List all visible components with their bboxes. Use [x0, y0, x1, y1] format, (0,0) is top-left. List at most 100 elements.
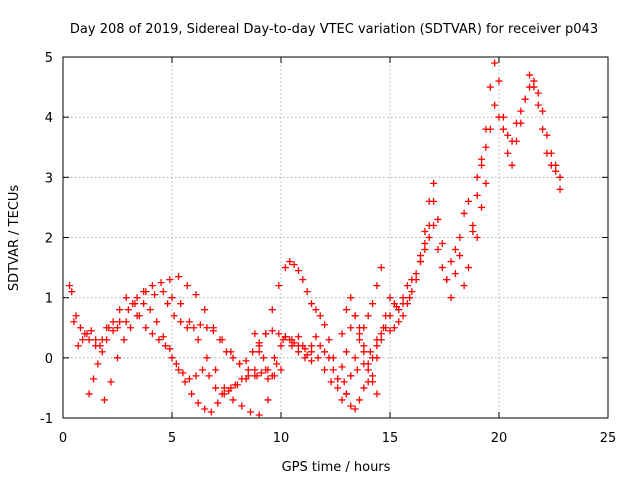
data-point [351, 312, 359, 320]
data-point [231, 381, 239, 389]
data-point [347, 402, 355, 410]
data-point [212, 384, 220, 392]
data-point [534, 101, 542, 109]
data-point [355, 330, 363, 338]
data-point [443, 276, 451, 284]
data-points [66, 59, 564, 419]
data-point [539, 107, 547, 115]
data-point [185, 375, 193, 383]
data-point [185, 318, 193, 326]
data-point [327, 378, 335, 386]
data-point [325, 354, 333, 362]
data-point [203, 324, 211, 332]
data-point [369, 372, 377, 380]
data-point [403, 300, 411, 308]
data-point [281, 264, 289, 272]
data-point [201, 405, 209, 413]
data-point [218, 390, 226, 398]
data-point [478, 155, 486, 163]
data-point [277, 366, 285, 374]
data-point [246, 408, 254, 416]
data-point [430, 221, 438, 229]
data-point [421, 227, 429, 235]
data-point [255, 342, 263, 350]
data-point [534, 89, 542, 97]
data-point [482, 179, 490, 187]
data-point [166, 276, 174, 284]
data-point [543, 149, 551, 157]
y-tick-label: 3 [45, 171, 53, 186]
data-point [447, 294, 455, 302]
data-point [192, 291, 200, 299]
data-point [281, 333, 289, 341]
data-point [116, 306, 124, 314]
data-point [508, 161, 516, 169]
data-point [238, 402, 246, 410]
data-point [425, 197, 433, 205]
data-point [100, 396, 108, 404]
data-point [369, 354, 377, 362]
data-point [417, 258, 425, 266]
data-point [194, 399, 202, 407]
data-point [183, 282, 191, 290]
y-tick-label: -1 [40, 412, 53, 427]
series-track-k [473, 71, 564, 193]
data-point [491, 101, 499, 109]
data-point [403, 282, 411, 290]
data-point [194, 336, 202, 344]
data-point [491, 59, 499, 67]
data-point [469, 221, 477, 229]
data-point [286, 258, 294, 266]
data-point [386, 294, 394, 302]
data-point [260, 354, 268, 362]
data-point [556, 185, 564, 193]
data-point [133, 312, 141, 320]
data-point [347, 324, 355, 332]
data-point [342, 390, 350, 398]
data-point [275, 330, 283, 338]
data-point [355, 324, 363, 332]
data-point [103, 336, 111, 344]
data-point [114, 324, 121, 332]
data-point [364, 360, 372, 368]
data-point [314, 354, 322, 362]
data-point [447, 258, 455, 266]
data-point [390, 300, 398, 308]
data-point [242, 357, 250, 365]
data-point [220, 384, 228, 392]
data-point [72, 312, 80, 320]
data-point [321, 366, 329, 374]
data-point [244, 372, 252, 380]
data-point [517, 107, 525, 115]
series-track-i [342, 179, 490, 413]
data-point [321, 348, 329, 356]
data-point [543, 131, 551, 139]
data-point [105, 324, 113, 332]
data-point [229, 396, 237, 404]
data-point [74, 342, 82, 350]
data-point [325, 336, 333, 344]
data-point [264, 396, 272, 404]
data-point [303, 351, 311, 359]
data-point [168, 294, 176, 302]
data-point [417, 252, 425, 260]
data-point [556, 173, 564, 181]
data-point [464, 197, 472, 205]
data-point [530, 83, 538, 91]
data-point [334, 384, 342, 392]
data-point [329, 366, 337, 374]
data-point [395, 318, 403, 326]
data-point [277, 342, 285, 350]
data-point [81, 330, 89, 338]
data-point [196, 321, 204, 329]
data-point [122, 294, 130, 302]
series-track-a [66, 282, 272, 419]
data-point [159, 333, 167, 341]
data-point [76, 324, 84, 332]
data-point [299, 342, 307, 350]
data-point [338, 363, 346, 371]
data-point [148, 282, 156, 290]
data-point [177, 300, 185, 308]
data-point [268, 372, 276, 380]
